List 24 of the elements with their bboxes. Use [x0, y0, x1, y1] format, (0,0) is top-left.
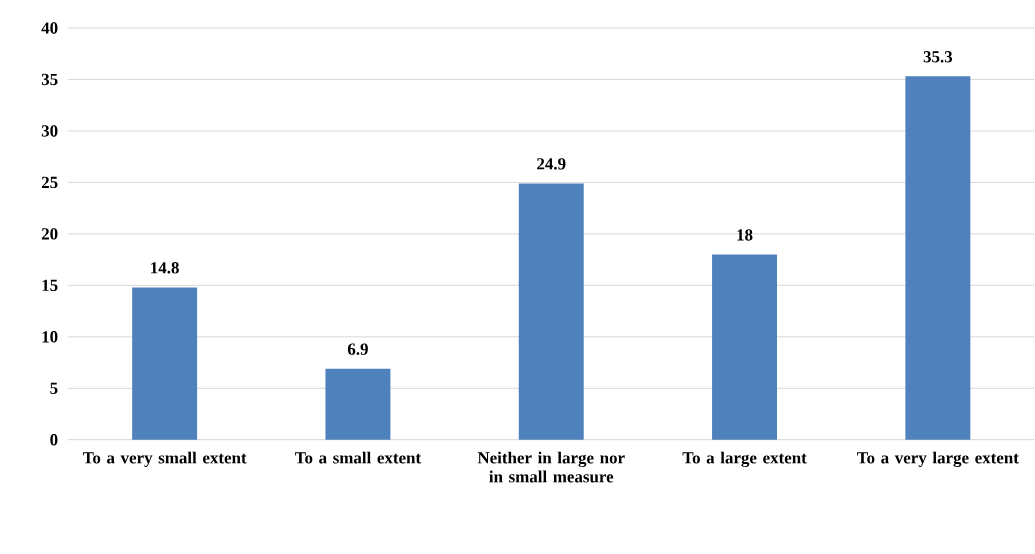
x-tick-label: To a small extent [295, 451, 422, 464]
data-label: 14.8 [151, 262, 179, 274]
data-label: 6.9 [347, 343, 368, 356]
bar [132, 287, 198, 440]
y-tick-label: 35 [41, 73, 58, 86]
y-tick-label: 40 [41, 22, 58, 34]
y-tick-label: 30 [41, 125, 58, 137]
bar [325, 368, 391, 440]
y-tick-label: 10 [42, 331, 58, 343]
y-tick-label: 15 [42, 279, 58, 292]
x-tick-label: Neither in large nor in small measure [477, 451, 625, 483]
x-tick-label: To a large extent [682, 451, 807, 468]
x-tick-label: To a very small extent [82, 451, 247, 468]
y-tick-label: 20 [41, 228, 58, 240]
data-label: 35.3 [923, 51, 953, 63]
data-label: 18 [737, 229, 753, 241]
y-tick-label: 5 [50, 382, 58, 395]
bar [518, 183, 584, 440]
bar [905, 76, 971, 440]
y-tick-label: 0 [50, 434, 58, 446]
x-tick-label: To a very large extent [857, 451, 1019, 468]
bar [712, 254, 778, 440]
data-label: 24.9 [537, 158, 566, 170]
y-tick-label: 25 [41, 176, 58, 189]
